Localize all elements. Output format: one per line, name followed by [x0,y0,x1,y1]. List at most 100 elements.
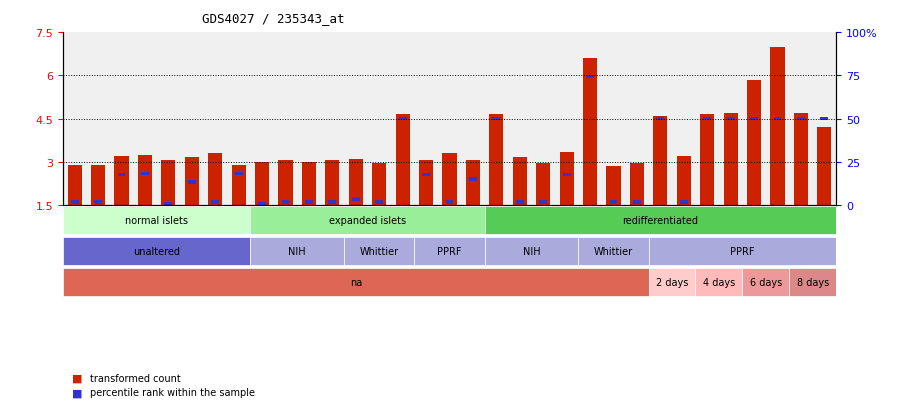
Bar [138,155,152,205]
Bar [559,152,574,205]
Bar [469,178,476,181]
Bar [94,201,102,204]
FancyBboxPatch shape [578,237,649,265]
Text: na: na [350,277,362,287]
Bar [656,118,664,121]
FancyBboxPatch shape [485,207,836,235]
Bar [442,154,457,205]
Text: ■: ■ [72,387,83,397]
Text: normal islets: normal islets [125,216,188,226]
Text: GDS4027 / 235343_at: GDS4027 / 235343_at [202,12,344,25]
Text: PPRF: PPRF [437,247,462,256]
Bar [677,157,690,205]
Bar [376,201,383,204]
Text: NIH: NIH [289,247,306,256]
Bar [161,161,175,205]
FancyBboxPatch shape [63,268,649,296]
FancyBboxPatch shape [63,207,250,235]
FancyBboxPatch shape [414,237,485,265]
Bar [281,201,289,204]
Bar [516,201,523,204]
FancyBboxPatch shape [743,268,789,296]
FancyBboxPatch shape [485,237,578,265]
Bar [446,201,453,204]
Bar [630,164,644,205]
Bar [610,201,618,204]
Bar [654,116,667,205]
Bar [118,173,125,177]
Bar [235,172,243,176]
Text: transformed count: transformed count [90,373,181,383]
Bar [305,201,313,204]
Bar [817,128,832,205]
Text: 2 days: 2 days [656,277,689,287]
FancyBboxPatch shape [789,268,836,296]
Bar [726,118,734,121]
Bar [165,202,173,206]
Bar [633,201,641,204]
Bar [71,201,78,204]
Bar [302,162,316,205]
Bar [774,118,781,121]
Bar [396,115,410,205]
Bar [700,115,714,205]
Bar [325,161,340,205]
Bar [489,115,503,205]
Text: 6 days: 6 days [750,277,782,287]
Text: NIH: NIH [522,247,540,256]
Bar [747,81,761,205]
Bar [279,161,292,205]
Bar [232,165,245,205]
Bar [255,162,269,205]
Bar [586,76,594,79]
Bar [583,59,597,205]
Bar [703,118,711,121]
Bar [493,118,500,121]
FancyBboxPatch shape [250,237,344,265]
FancyBboxPatch shape [649,268,696,296]
Bar [770,47,785,205]
Bar [466,161,480,205]
Bar [536,164,550,205]
Bar [512,158,527,205]
Bar [399,118,406,121]
Bar [67,165,82,205]
Bar [352,198,360,202]
Bar [680,201,688,204]
Text: PPRF: PPRF [730,247,754,256]
Bar [794,114,808,205]
Bar [258,202,266,206]
Text: Whittier: Whittier [360,247,399,256]
Bar [423,173,430,177]
Bar [211,201,219,204]
Bar [419,161,433,205]
Bar [114,157,129,205]
FancyBboxPatch shape [250,207,485,235]
FancyBboxPatch shape [63,237,250,265]
Text: 4 days: 4 days [703,277,735,287]
Text: ■: ■ [72,373,83,383]
FancyBboxPatch shape [649,237,836,265]
Bar [539,201,547,204]
Text: Whittier: Whittier [594,247,633,256]
Bar [607,166,620,205]
Text: redifferentiated: redifferentiated [622,216,699,226]
Bar [724,114,738,205]
Bar [91,165,105,205]
Bar [328,201,336,204]
Bar [563,173,571,177]
FancyBboxPatch shape [696,268,743,296]
Bar [821,118,828,121]
Bar [797,118,805,121]
Bar [209,154,222,205]
Text: percentile rank within the sample: percentile rank within the sample [90,387,255,397]
Bar [372,164,387,205]
FancyBboxPatch shape [344,237,414,265]
Bar [141,172,149,176]
Bar [750,118,758,121]
Bar [185,158,199,205]
Text: expanded islets: expanded islets [329,216,406,226]
Text: 8 days: 8 days [797,277,829,287]
Bar [188,181,196,184]
Text: unaltered: unaltered [133,247,180,256]
